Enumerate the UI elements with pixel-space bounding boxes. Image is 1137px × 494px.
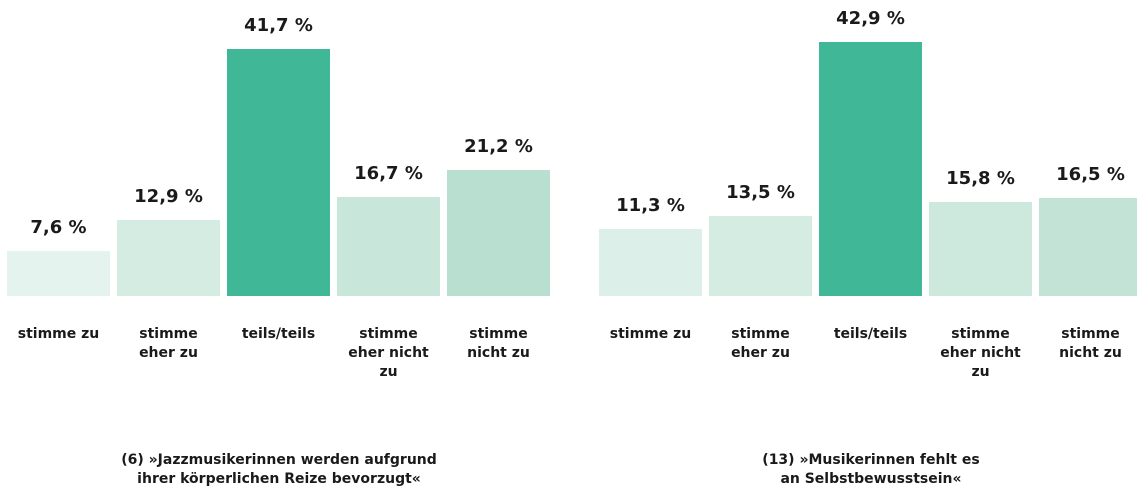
category-label: stimme eher nicht zu [348,326,429,380]
value-label: 15,8 % [946,168,1015,190]
chart-caption: (6) »Jazzmusikerinnen werden aufgrund ih… [121,452,437,487]
category-label: stimme eher zu [731,326,790,361]
category-label: stimme zu [17,326,100,342]
value-label: 11,3 % [616,194,685,216]
bar [599,228,702,296]
category-label: stimme nicht zu [1059,326,1122,361]
value-label: 13,5 % [726,181,795,203]
value-label: 12,9 % [134,185,203,207]
value-label: 41,7 % [244,14,313,36]
category-label: teils/teils [241,326,316,342]
bar [1039,198,1137,296]
category-label: teils/teils [833,326,908,342]
value-label: 16,5 % [1056,164,1125,186]
value-label: 16,7 % [354,162,423,184]
bar [337,196,440,296]
bar [227,48,330,296]
value-label: 21,2 % [464,136,533,158]
category-label: stimme nicht zu [467,326,530,361]
value-label: 7,6 % [30,216,87,238]
bar [117,219,220,296]
category-label: stimme eher nicht zu [940,326,1021,380]
category-label: stimme zu [609,326,692,342]
bar [7,250,110,296]
chart-caption: (13) »Musikerinnen fehlt es an Selbstbew… [762,452,980,487]
value-label: 42,9 % [836,7,905,29]
bar [709,215,812,296]
bar [447,170,550,296]
bar [819,41,922,296]
category-label: stimme eher zu [139,326,198,361]
bar [929,202,1032,296]
